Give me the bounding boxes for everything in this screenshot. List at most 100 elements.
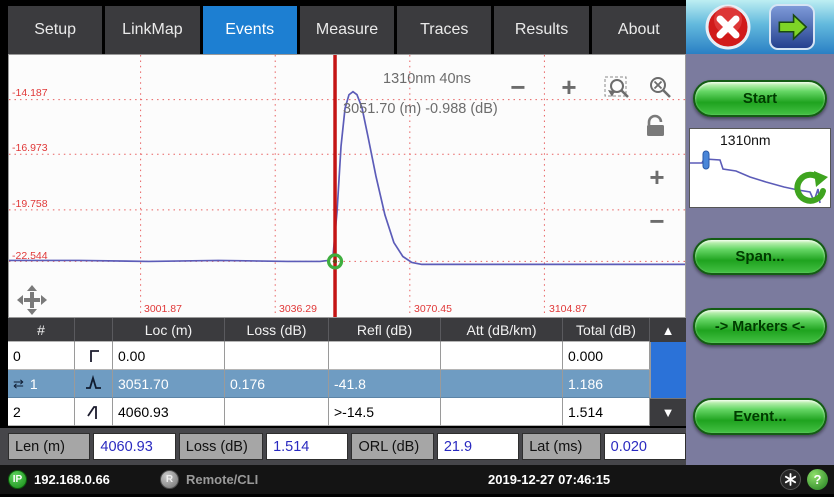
y-tick-1: -14.187 [12, 87, 48, 99]
header-loc: Loc (m) [113, 318, 225, 342]
vertical-zoom-out-button[interactable]: − [649, 205, 665, 236]
len-label: Len (m) [8, 433, 91, 460]
wavelength-pulse-label: 1310nm 40ns [383, 71, 471, 87]
tab-traces[interactable]: Traces [397, 6, 492, 54]
close-x-icon [716, 15, 740, 39]
y-tick-2: -16.973 [12, 142, 48, 154]
tab-about[interactable]: About [591, 6, 686, 54]
cell-loc: 0.00 [113, 342, 225, 370]
grid-lines [9, 55, 685, 317]
header-total: Total (dB) [563, 318, 650, 342]
tab-events[interactable]: Events [202, 6, 297, 54]
zoom-in-button[interactable]: + [561, 71, 577, 102]
x-tick-1: 3001.87 [144, 303, 182, 315]
tab-results[interactable]: Results [494, 6, 589, 54]
lat-value: 0.020 [603, 433, 687, 460]
header-refl: Refl (dB) [329, 318, 441, 342]
otdr-trace-line [9, 90, 685, 266]
table-scrollbar[interactable] [650, 342, 686, 398]
next-button[interactable] [769, 4, 816, 50]
event-button[interactable]: Event... [693, 398, 827, 435]
trace-plot [9, 55, 685, 317]
tab-bar: Setup LinkMap Events Measure Traces Resu… [8, 6, 686, 54]
x-tick-3: 3070.45 [414, 303, 452, 315]
trace-thumbnail[interactable]: 1310nm [689, 128, 831, 208]
reflective-event-icon [75, 370, 113, 398]
event-marker-center [333, 259, 338, 264]
arrow-right-icon [778, 13, 808, 41]
cell-num: ⇄ 1 [8, 370, 75, 398]
cell-loss [225, 342, 329, 370]
tab-linkmap[interactable]: LinkMap [105, 6, 200, 54]
summary-bar: Len (m) 4060.93 Loss (dB) 1.514 ORL (dB)… [0, 428, 687, 465]
pan-move-icon[interactable] [15, 283, 49, 317]
events-table: # Loc (m) Loss (dB) Refl (dB) Att (dB/km… [8, 318, 686, 426]
sidebar-header [686, 0, 834, 54]
zoom-reset-icon[interactable] [645, 75, 675, 103]
len-value: 4060.93 [93, 433, 176, 460]
cell-loss: 0.176 [225, 370, 329, 398]
header-loss: Loss (dB) [225, 318, 329, 342]
unlock-icon[interactable] [641, 113, 671, 139]
y-tick-4: -22.544 [12, 250, 48, 262]
span-button[interactable]: Span... [693, 238, 827, 275]
vertical-zoom-in-button[interactable]: + [649, 161, 665, 192]
cell-refl [329, 342, 441, 370]
refresh-arrow-icon [794, 171, 828, 204]
scroll-down-button[interactable]: ▼ [650, 398, 686, 426]
cell-num: 0 [8, 342, 75, 370]
header-event-type [75, 318, 113, 342]
cell-refl: -41.8 [329, 370, 441, 398]
close-button[interactable] [705, 4, 751, 50]
x-tick-2: 3036.29 [279, 303, 317, 315]
x-tick-4: 3104.87 [549, 303, 587, 315]
fiber-end-icon [75, 398, 113, 426]
cell-refl: >-14.5 [329, 398, 441, 426]
cell-total: 0.000 [563, 342, 650, 370]
orl-label: ORL (dB) [351, 433, 434, 460]
loss-value: 1.514 [266, 433, 349, 460]
y-tick-3: -19.758 [12, 198, 48, 210]
remote-mode-label: Remote/CLI [186, 472, 259, 487]
cell-total: 1.186 [563, 370, 650, 398]
datetime: 2019-12-27 07:46:15 [488, 472, 611, 487]
start-button[interactable]: Start [693, 80, 827, 117]
cell-loss [225, 398, 329, 426]
remote-icon: R [160, 470, 179, 489]
asterisk-icon[interactable] [780, 469, 801, 490]
header-att: Att (dB/km) [441, 318, 563, 342]
orl-value: 21.9 [436, 433, 520, 460]
cell-loc: 4060.93 [113, 398, 225, 426]
otdr-trace-chart[interactable]: -14.187 -16.973 -19.758 -22.544 3001.87 … [8, 54, 686, 318]
event-marker[interactable] [326, 253, 344, 270]
sidebar-panel: Start 1310nm Span... -> Markers <- Event… [686, 0, 834, 465]
cell-att [441, 342, 563, 370]
markers-button[interactable]: -> Markers <- [693, 308, 827, 345]
zoom-select-icon[interactable] [603, 75, 633, 103]
cell-loc: 3051.70 [113, 370, 225, 398]
tab-measure[interactable]: Measure [299, 6, 395, 54]
thumbnail-wavelength-label: 1310nm [720, 132, 771, 148]
fiber-start-icon [75, 342, 113, 370]
cell-att [441, 370, 563, 398]
events-table-header: # Loc (m) Loss (dB) Refl (dB) Att (dB/km… [8, 318, 686, 342]
status-bar: IP 192.168.0.66 R Remote/CLI 2019-12-27 … [0, 465, 834, 494]
ip-address: 192.168.0.66 [34, 472, 110, 487]
cell-att [441, 398, 563, 426]
help-icon[interactable]: ? [807, 469, 828, 490]
scroll-up-button[interactable]: ▲ [650, 318, 686, 342]
cell-num: 2 [8, 398, 75, 426]
cursor-readout: 3051.70 (m) -0.988 (dB) [343, 101, 498, 117]
table-row-event-0[interactable]: 0 0.00 0.000 [8, 342, 686, 370]
zoom-out-button[interactable]: − [510, 71, 526, 102]
header-num: # [8, 318, 75, 342]
table-row-event-1-selected[interactable]: ⇄ 1 3051.70 0.176 -41.8 1.186 [8, 370, 686, 398]
loss-label: Loss (dB) [178, 433, 264, 460]
tab-setup[interactable]: Setup [8, 6, 103, 54]
ip-icon: IP [8, 470, 27, 489]
lat-label: Lat (ms) [522, 433, 601, 460]
cell-total: 1.514 [563, 398, 650, 426]
active-marker-icon: ⇄ [13, 375, 24, 391]
table-row-event-2[interactable]: 2 4060.93 >-14.5 1.514 [8, 398, 686, 426]
